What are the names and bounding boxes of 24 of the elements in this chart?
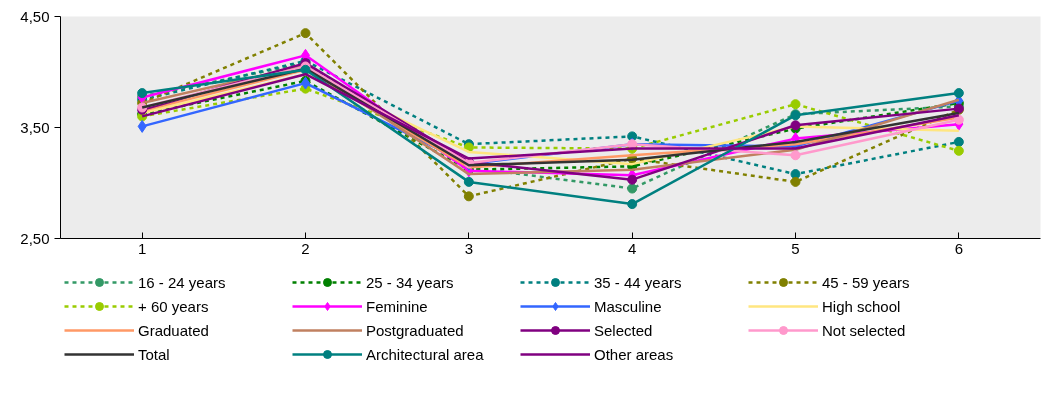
x-tick-label: 5 — [791, 239, 800, 257]
legend-label: Masculine — [594, 296, 663, 316]
legend-label: 25 - 34 years — [366, 272, 455, 292]
legend-label: Selected — [594, 320, 654, 340]
legend-label: Postgraduated — [366, 320, 465, 340]
legend-label: Feminine — [366, 296, 429, 316]
y-tick-label: 2,50 — [20, 229, 50, 247]
y-tick-label: 3,50 — [20, 118, 50, 136]
legend-label: Total — [138, 344, 171, 364]
x-tick-label: 4 — [628, 239, 637, 257]
legend-label: Other areas — [594, 344, 675, 364]
legend-label: High school — [822, 296, 902, 316]
x-tick-label: 1 — [138, 239, 147, 257]
legend-label: 45 - 59 years — [822, 272, 911, 292]
x-tick-label: 6 — [954, 239, 964, 257]
y-tick-label: 4,50 — [20, 7, 50, 25]
legend-label: 35 - 44 years — [594, 272, 683, 292]
legend-label: 16 - 24 years — [138, 272, 227, 292]
legend-label: + 60 years — [138, 296, 210, 316]
x-tick-label: 2 — [301, 239, 310, 257]
legend-label: Graduated — [138, 320, 210, 340]
x-tick-label: 3 — [464, 239, 474, 257]
legend-label: Not selected — [822, 320, 907, 340]
legend-label: Architectural area — [366, 344, 485, 364]
